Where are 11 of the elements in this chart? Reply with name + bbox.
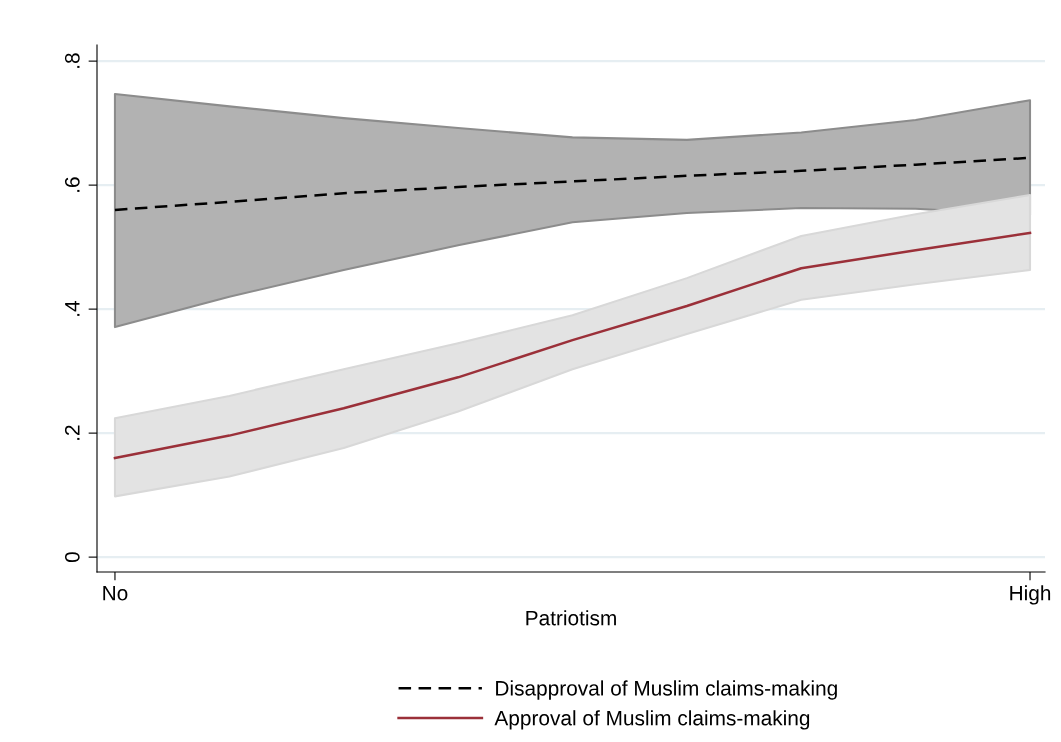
line-series [113, 231, 1032, 460]
x-axis-title: Patriotism [526, 610, 616, 626]
y-tick-label: .6 [64, 177, 80, 192]
y-tick-label: .8 [64, 53, 80, 68]
legend-label: Disapproval of Muslim claims-making [496, 680, 837, 700]
y-tick-label: .2 [64, 425, 80, 440]
x-tick-label: High [1010, 585, 1051, 605]
y-tick-label: 0 [64, 552, 80, 563]
legend-label: Approval of Muslim claims-making [494, 710, 810, 730]
x-tick-label: No [103, 585, 128, 601]
y-tick-label: .4 [65, 301, 80, 316]
